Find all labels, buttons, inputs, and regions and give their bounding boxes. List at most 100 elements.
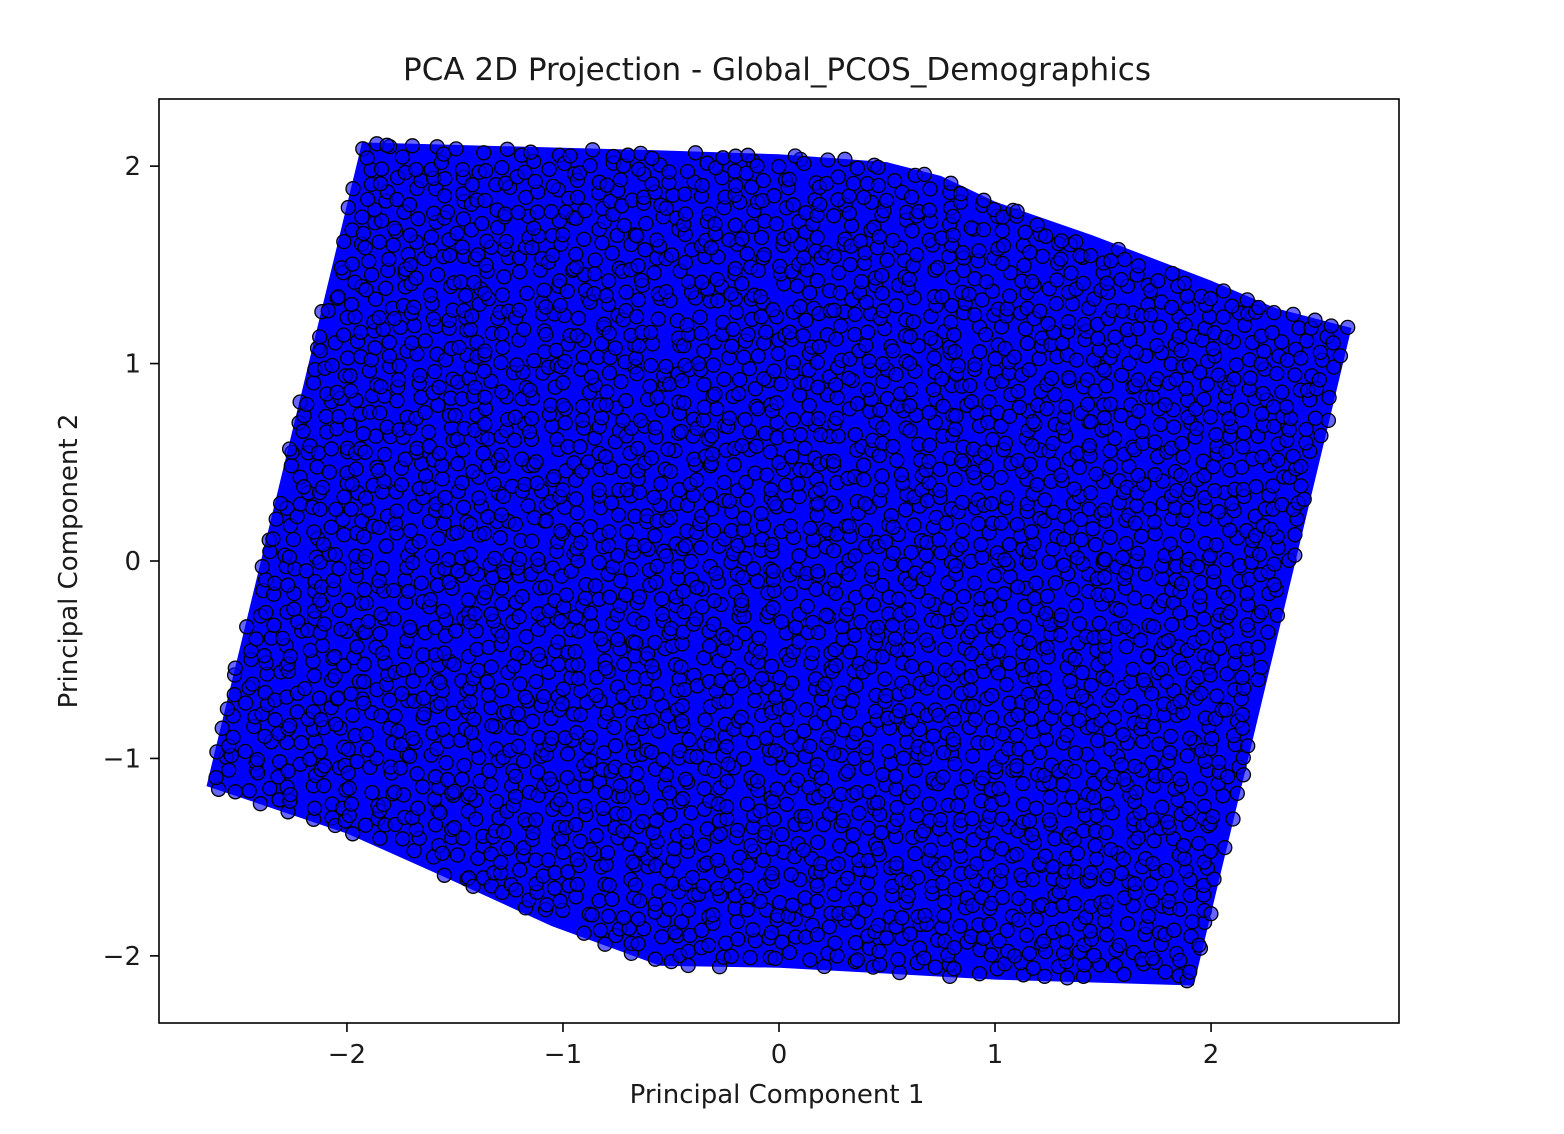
- data-point: [429, 267, 446, 283]
- data-point: [1145, 389, 1161, 405]
- data-point: [570, 657, 586, 673]
- data-point: [1266, 577, 1282, 593]
- data-point: [1313, 427, 1329, 444]
- data-point: [1067, 745, 1084, 761]
- data-point: [1179, 527, 1195, 544]
- data-point: [983, 496, 999, 512]
- data-point: [341, 780, 357, 796]
- y-tick-label: −1: [103, 744, 141, 774]
- data-point: [330, 289, 346, 305]
- data-point: [358, 548, 374, 565]
- data-point: [373, 161, 390, 177]
- data-point: [268, 511, 284, 527]
- data-point: [1181, 801, 1197, 817]
- data-point: [476, 363, 492, 379]
- data-point: [851, 805, 867, 821]
- data-point: [571, 165, 588, 181]
- data-point: [1125, 661, 1141, 678]
- data-point: [592, 922, 609, 938]
- data-point: [582, 842, 599, 858]
- data-point: [841, 188, 857, 204]
- data-point: [766, 188, 782, 204]
- data-point: [1009, 727, 1025, 744]
- data-point: [582, 605, 599, 621]
- data-point: [954, 522, 971, 539]
- data-point: [252, 796, 269, 812]
- data-point: [734, 275, 750, 292]
- data-point: [900, 602, 917, 618]
- data-point: [1055, 777, 1071, 793]
- data-point: [406, 317, 422, 334]
- data-point: [1140, 908, 1157, 924]
- data-point: [344, 707, 361, 723]
- data-point: [1162, 745, 1178, 761]
- data-point: [661, 901, 677, 918]
- data-point: [630, 911, 646, 927]
- data-point: [768, 395, 785, 411]
- data-point: [647, 951, 663, 967]
- data-point: [1158, 862, 1174, 879]
- data-point: [599, 845, 616, 861]
- data-point: [349, 753, 365, 770]
- data-point: [1127, 876, 1143, 892]
- data-point: [540, 852, 556, 868]
- data-point: [514, 589, 530, 605]
- data-point: [676, 604, 692, 620]
- data-point: [1076, 316, 1093, 333]
- data-point: [826, 886, 842, 902]
- data-point: [818, 175, 835, 192]
- data-point: [1038, 605, 1054, 622]
- data-point: [632, 412, 649, 429]
- data-point: [976, 192, 992, 208]
- data-point: [514, 451, 530, 467]
- data-point: [1002, 617, 1018, 633]
- data-point: [676, 186, 693, 202]
- data-point: [841, 518, 857, 534]
- data-point: [1172, 952, 1188, 969]
- data-point: [1071, 712, 1087, 729]
- data-point: [1127, 515, 1143, 531]
- data-point: [597, 784, 614, 800]
- data-point: [497, 175, 514, 191]
- data-point: [373, 213, 390, 229]
- data-point: [840, 763, 856, 780]
- data-point: [727, 217, 743, 233]
- data-point: [525, 825, 541, 841]
- data-point: [456, 757, 472, 774]
- data-point: [545, 178, 561, 195]
- data-point: [946, 711, 962, 727]
- data-point: [262, 780, 278, 797]
- data-point: [855, 472, 872, 488]
- data-point: [1102, 396, 1119, 412]
- data-point: [1164, 265, 1180, 282]
- data-point: [828, 331, 844, 347]
- data-point: [765, 302, 781, 318]
- data-point: [1266, 556, 1282, 572]
- data-point: [675, 791, 691, 807]
- data-point: [937, 684, 953, 700]
- data-point: [1159, 814, 1176, 830]
- data-point: [225, 729, 241, 746]
- data-point: [856, 189, 872, 205]
- data-point: [1112, 602, 1129, 618]
- data-point: [723, 948, 739, 965]
- data-point: [244, 676, 261, 692]
- data-point: [901, 271, 917, 287]
- data-point: [462, 321, 479, 338]
- data-point: [553, 613, 569, 630]
- data-point: [336, 233, 352, 250]
- data-point: [804, 645, 821, 662]
- data-point: [853, 273, 870, 290]
- data-point: [432, 805, 448, 821]
- data-point: [701, 638, 718, 654]
- data-point: [947, 756, 963, 772]
- data-point: [673, 914, 690, 930]
- data-point: [1066, 896, 1083, 912]
- data-point: [1191, 937, 1207, 953]
- data-point: [764, 537, 780, 553]
- data-point: [449, 847, 466, 863]
- data-point: [528, 812, 544, 828]
- data-point: [511, 551, 527, 568]
- data-point: [1053, 467, 1069, 483]
- data-point: [1024, 827, 1040, 843]
